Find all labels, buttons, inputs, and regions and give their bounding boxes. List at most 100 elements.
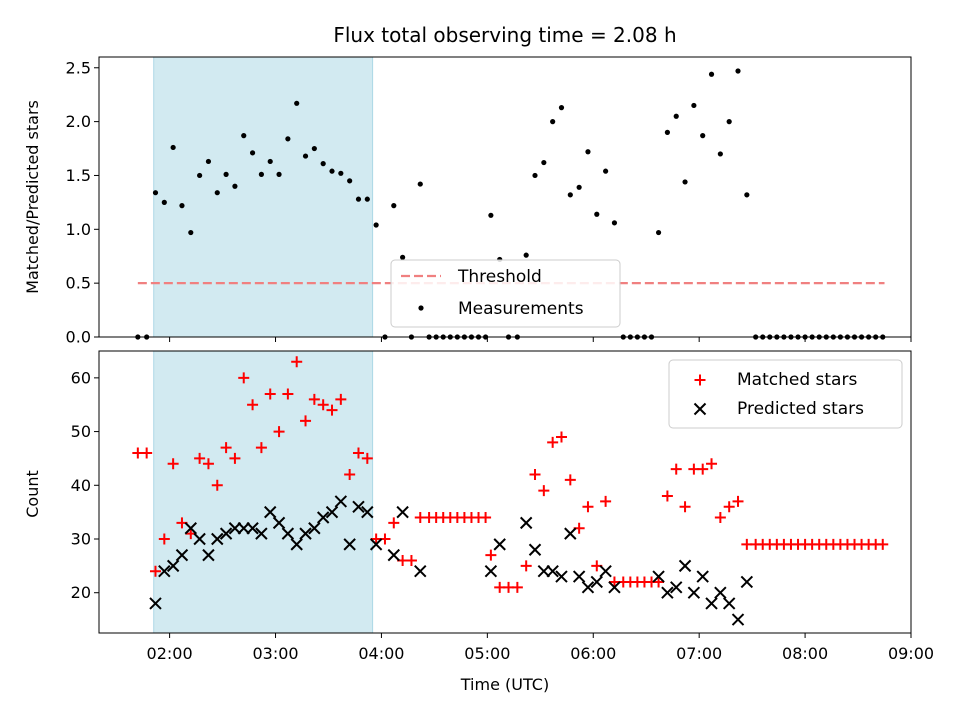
y-tick-label: 20 bbox=[71, 583, 91, 602]
bottom-y-axis-label: Count bbox=[23, 470, 42, 518]
data-point bbox=[555, 431, 567, 443]
y-tick-label: 1.5 bbox=[66, 166, 91, 185]
data-point bbox=[238, 372, 250, 384]
data-point bbox=[582, 501, 594, 513]
data-point bbox=[550, 119, 556, 125]
y-tick-label: 2.0 bbox=[66, 112, 91, 131]
data-point bbox=[594, 211, 600, 217]
y-tick-label: 60 bbox=[71, 368, 91, 387]
x-tick-label: 04:00 bbox=[358, 644, 404, 663]
data-point bbox=[170, 144, 176, 151]
data-point bbox=[387, 548, 400, 562]
series-measurements bbox=[135, 68, 886, 340]
data-point bbox=[537, 565, 551, 578]
data-point bbox=[158, 533, 170, 545]
legend-matched-swatch bbox=[694, 374, 706, 386]
data-point bbox=[700, 133, 706, 139]
data-point bbox=[334, 495, 348, 508]
data-point bbox=[264, 388, 276, 400]
data-point bbox=[731, 613, 745, 626]
data-point bbox=[576, 184, 582, 190]
data-point bbox=[273, 426, 285, 438]
data-point bbox=[558, 105, 565, 111]
legend-box bbox=[390, 259, 621, 328]
data-point bbox=[364, 196, 370, 202]
axes-frame bbox=[98, 350, 912, 634]
y-tick-label: 0.5 bbox=[66, 274, 91, 293]
data-point bbox=[611, 220, 618, 226]
data-point bbox=[220, 442, 232, 454]
data-point bbox=[400, 254, 406, 260]
top-panel: 0.0 0.5 1.0 1.5 2.0 2.5 Threshold Measurements bbox=[66, 56, 912, 347]
data-point bbox=[329, 168, 335, 174]
legend-measurements-label: Measurements bbox=[458, 299, 584, 319]
data-point bbox=[726, 119, 732, 125]
data-point bbox=[335, 393, 347, 405]
data-point bbox=[299, 527, 312, 540]
top-y-axis-label: Matched/Predicted stars bbox=[23, 100, 42, 294]
data-point bbox=[272, 516, 286, 530]
data-point bbox=[152, 190, 159, 196]
data-point bbox=[484, 565, 498, 578]
data-point bbox=[572, 570, 586, 583]
data-point bbox=[167, 458, 179, 470]
highlight-span bbox=[153, 350, 374, 634]
data-point bbox=[338, 170, 344, 176]
data-point bbox=[732, 495, 744, 507]
data-point bbox=[877, 538, 889, 550]
data-point bbox=[388, 517, 400, 529]
data-point bbox=[541, 159, 547, 166]
data-point bbox=[352, 447, 364, 459]
data-point bbox=[311, 145, 317, 152]
data-point bbox=[228, 522, 242, 535]
data-point bbox=[608, 581, 621, 594]
data-point bbox=[706, 458, 718, 470]
data-point bbox=[229, 452, 241, 464]
data-point bbox=[564, 527, 577, 540]
y-tick-label: 0.0 bbox=[66, 328, 91, 347]
y-tick-label: 30 bbox=[71, 530, 91, 549]
x-tick-label: 05:00 bbox=[464, 644, 510, 663]
data-point bbox=[603, 168, 609, 174]
data-point bbox=[166, 559, 180, 573]
data-point bbox=[258, 171, 264, 177]
legend: Matched stars Predicted stars bbox=[668, 359, 903, 429]
data-point bbox=[161, 199, 167, 205]
data-point bbox=[590, 575, 603, 589]
legend-predicted-label: Predicted stars bbox=[737, 399, 864, 419]
data-point bbox=[391, 203, 397, 209]
data-point bbox=[585, 149, 591, 155]
data-point bbox=[175, 548, 189, 562]
data-point bbox=[241, 133, 247, 139]
data-point bbox=[519, 516, 533, 530]
data-point bbox=[202, 548, 215, 562]
data-point bbox=[193, 532, 206, 546]
data-point bbox=[246, 522, 259, 535]
data-point bbox=[369, 538, 383, 551]
data-point bbox=[290, 538, 303, 551]
series-predicted-stars bbox=[149, 495, 754, 626]
data-point bbox=[687, 586, 701, 599]
data-point bbox=[532, 172, 538, 179]
data-point bbox=[247, 399, 259, 411]
data-point bbox=[653, 576, 665, 588]
data-point bbox=[308, 393, 320, 405]
data-point bbox=[696, 570, 709, 583]
x-tick-label: 09:00 bbox=[888, 644, 934, 663]
data-point bbox=[149, 565, 161, 577]
data-point bbox=[682, 179, 688, 185]
data-point bbox=[300, 415, 312, 427]
data-point bbox=[740, 575, 754, 589]
data-point bbox=[158, 565, 171, 578]
data-point bbox=[670, 463, 682, 475]
data-point bbox=[581, 581, 595, 594]
data-point bbox=[691, 102, 697, 109]
data-point bbox=[567, 192, 573, 198]
data-point bbox=[232, 183, 238, 189]
x-tick-label: 03:00 bbox=[252, 644, 298, 663]
data-point bbox=[281, 527, 295, 540]
data-point bbox=[714, 512, 726, 524]
data-point bbox=[343, 538, 356, 551]
data-point bbox=[564, 474, 576, 486]
data-point bbox=[237, 522, 250, 535]
